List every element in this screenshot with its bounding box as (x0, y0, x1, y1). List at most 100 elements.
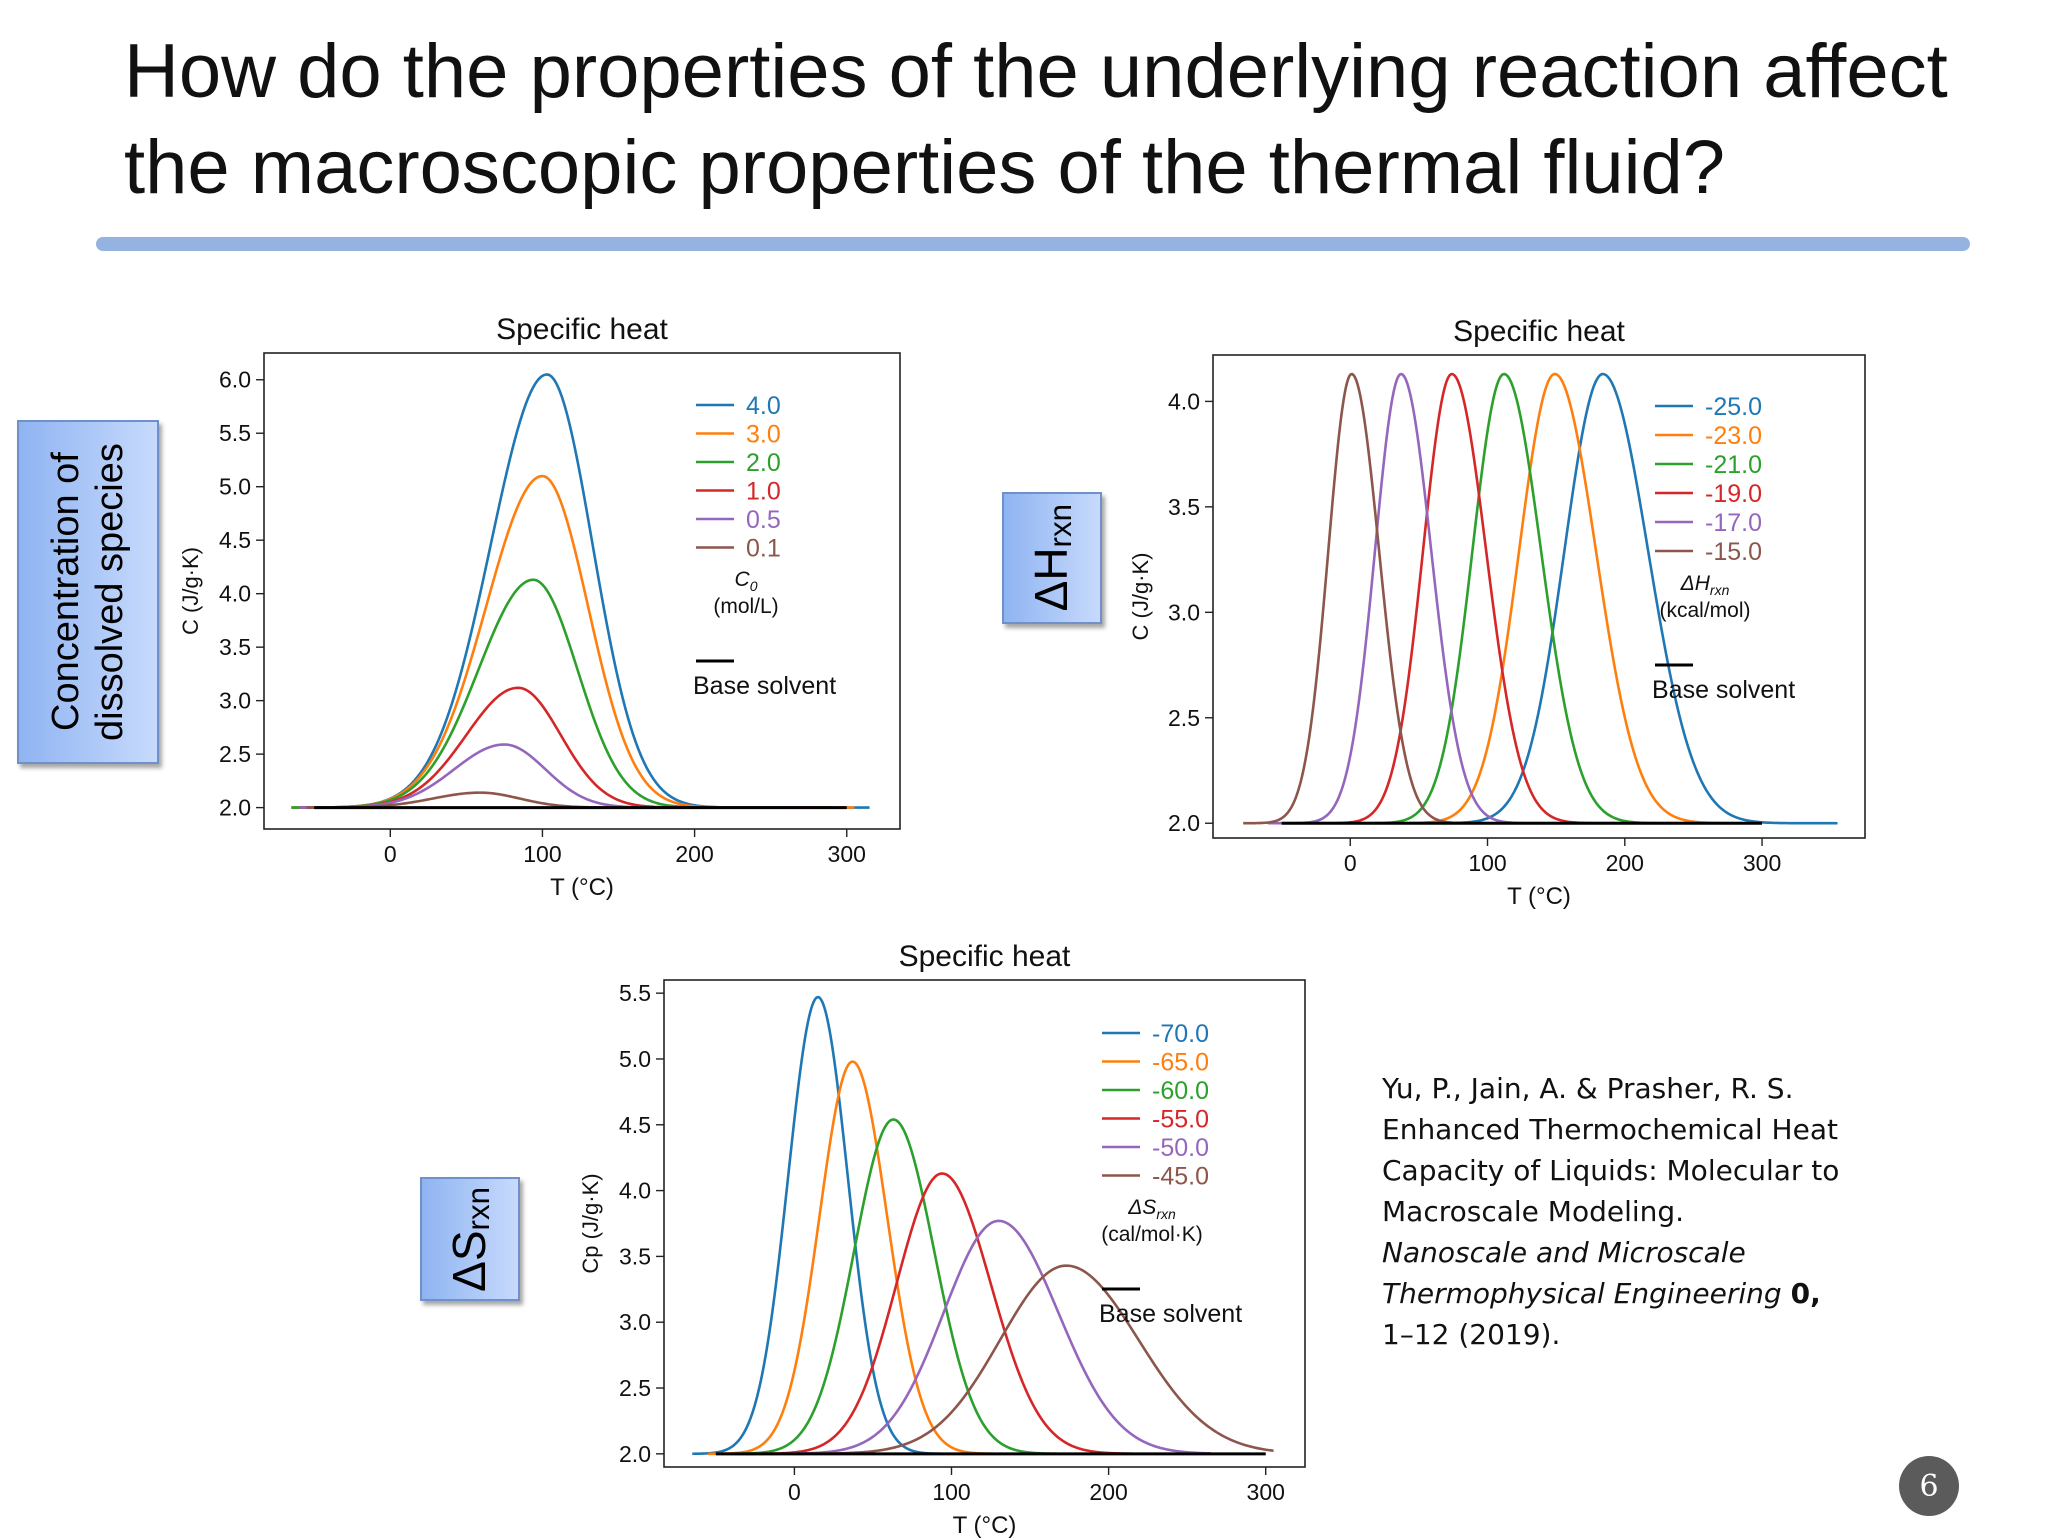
y-tick-label: 3.0 (219, 688, 251, 714)
chart-title: Specific heat (496, 313, 668, 346)
x-tick-label: 0 (384, 841, 397, 867)
legend-label: -60.0 (1152, 1077, 1209, 1105)
citation-journal-line: Thermophysical Engineering 0, (1382, 1273, 1942, 1314)
series-line--60.0 (723, 1118, 1062, 1456)
x-tick-label: 0 (788, 1479, 801, 1505)
delta-s-label-box: ΔSrxn (420, 1177, 520, 1301)
legend-label: -17.0 (1705, 509, 1762, 537)
series-line--50.0 (731, 1219, 1211, 1456)
x-tick-label: 100 (523, 841, 561, 867)
page-number-badge: 6 (1899, 1456, 1959, 1516)
concentration-label: Concentration of dissolved species (45, 443, 131, 741)
legend-label: -45.0 (1152, 1163, 1209, 1191)
series-line--55.0 (731, 1172, 1133, 1456)
legend-base-label: Base solvent (693, 672, 836, 700)
y-axis-label: C (J/g·K) (1128, 553, 1153, 641)
series-line-0.5 (299, 743, 802, 809)
y-tick-label: 2.0 (219, 795, 251, 821)
citation-title-3: Macroscale Modeling. (1382, 1195, 1685, 1228)
chart-title: Specific heat (899, 940, 1071, 973)
y-tick-label: 5.5 (619, 980, 651, 1006)
x-axis-label: T (°C) (1507, 883, 1571, 910)
x-tick-label: 200 (1089, 1479, 1127, 1505)
legend-title: ΔHrxn (1680, 572, 1730, 598)
legend-base-label: Base solvent (1099, 1300, 1242, 1328)
legend-label: -19.0 (1705, 480, 1762, 508)
legend-label: 2.0 (746, 449, 781, 477)
series-line--25.0 (1398, 372, 1838, 825)
y-tick-label: 5.0 (219, 474, 251, 500)
y-tick-label: 5.5 (219, 420, 251, 446)
x-tick-label: 100 (932, 1479, 970, 1505)
delta-h-label: ΔHrxn (1025, 504, 1079, 612)
chart-concentration: Specific heat 0 100 200 300 2.0 2.5 3.0 3.5 4.0 4.… (178, 313, 901, 900)
legend-label: -65.0 (1152, 1049, 1209, 1077)
legend-base-label: Base solvent (1652, 676, 1795, 704)
citation: Yu, P., Jain, A. & Prasher, R. S. Enhanc… (1382, 1068, 1942, 1355)
y-tick-label: 3.0 (1168, 599, 1200, 625)
legend-label: -21.0 (1705, 451, 1762, 479)
legend-label: 0.1 (746, 535, 781, 563)
y-tick-label: 3.5 (619, 1243, 651, 1269)
y-tick-label: 3.5 (1168, 494, 1200, 520)
series-line-1.0 (299, 686, 817, 809)
series-line--65.0 (707, 1060, 999, 1456)
y-tick-label: 3.5 (219, 634, 251, 660)
x-tick-label: 300 (1247, 1479, 1285, 1505)
citation-title-1: Enhanced Thermochemical Heat (1382, 1113, 1838, 1146)
chart-delta-h: Specific heat 0 100 200 300 2.0 2.5 3.0 3.5 4.0 T … (1128, 315, 1866, 910)
x-tick-label: 200 (1606, 850, 1644, 876)
legend-label: -25.0 (1705, 393, 1762, 421)
y-tick-label: 3.0 (619, 1309, 651, 1335)
series-line--19.0 (1295, 372, 1653, 825)
slide-title: How do the properties of the underlying … (124, 29, 1948, 210)
citation-authors: Yu, P., Jain, A. & Prasher, R. S. (1382, 1072, 1794, 1105)
citation-volume: 0, (1790, 1277, 1821, 1310)
x-axis-label: T (°C) (953, 1512, 1017, 1539)
y-tick-label: 2.5 (1168, 705, 1200, 731)
citation-journal-2: Thermophysical Engineering (1382, 1277, 1782, 1310)
y-tick-label: 5.0 (619, 1046, 651, 1072)
y-tick-label: 4.5 (219, 527, 251, 553)
series-line-4.0 (291, 373, 870, 809)
legend-label: 4.0 (746, 392, 781, 420)
citation-journal-1: Nanoscale and Microscale (1382, 1236, 1746, 1269)
delta-h-label-box: ΔHrxn (1002, 492, 1102, 624)
legend-unit: (mol/L) (713, 595, 778, 618)
y-tick-label: 2.0 (619, 1441, 651, 1467)
x-axis-label: T (°C) (550, 874, 614, 900)
plot-frame (1212, 354, 1866, 839)
y-axis-label: Cp (J/g·K) (578, 1173, 603, 1273)
legend-label: -23.0 (1705, 422, 1762, 450)
legend-title: ΔSrxn (1127, 1196, 1176, 1222)
x-tick-label: 300 (828, 841, 866, 867)
y-tick-label: 6.0 (219, 367, 251, 393)
legend-unit: (cal/mol·K) (1101, 1223, 1203, 1246)
legend-label: 0.5 (746, 506, 781, 534)
y-tick-label: 4.0 (1168, 388, 1200, 414)
plot-frame (663, 979, 1306, 1468)
x-tick-label: 100 (1468, 850, 1506, 876)
delta-s-label: ΔSrxn (443, 1186, 497, 1292)
legend-label: -55.0 (1152, 1106, 1209, 1134)
y-tick-label: 4.5 (619, 1112, 651, 1138)
title-rule (96, 237, 1970, 251)
legend-unit: (kcal/mol) (1659, 599, 1750, 622)
legend-label: -70.0 (1152, 1020, 1209, 1048)
legend-title: C0 (735, 568, 758, 594)
legend-label: -15.0 (1705, 538, 1762, 566)
legend-label: 1.0 (746, 478, 781, 506)
y-tick-label: 4.0 (219, 581, 251, 607)
series-line--45.0 (731, 1264, 1274, 1456)
y-axis-label: C (J/g·K) (178, 547, 203, 635)
plot-frame (263, 352, 901, 830)
y-tick-label: 4.0 (619, 1178, 651, 1204)
x-tick-label: 200 (675, 841, 713, 867)
y-tick-label: 2.5 (619, 1375, 651, 1401)
chart-delta-s: Specific heat 0 100 200 300 2.0 2.5 3.0 3.5 4.0 4.… (578, 940, 1306, 1539)
concentration-label-box: Concentration of dissolved species (17, 420, 159, 764)
legend-label: 3.0 (746, 421, 781, 449)
x-tick-label: 0 (1344, 850, 1357, 876)
chart-title: Specific heat (1453, 315, 1625, 348)
legend-label: -50.0 (1152, 1134, 1209, 1162)
